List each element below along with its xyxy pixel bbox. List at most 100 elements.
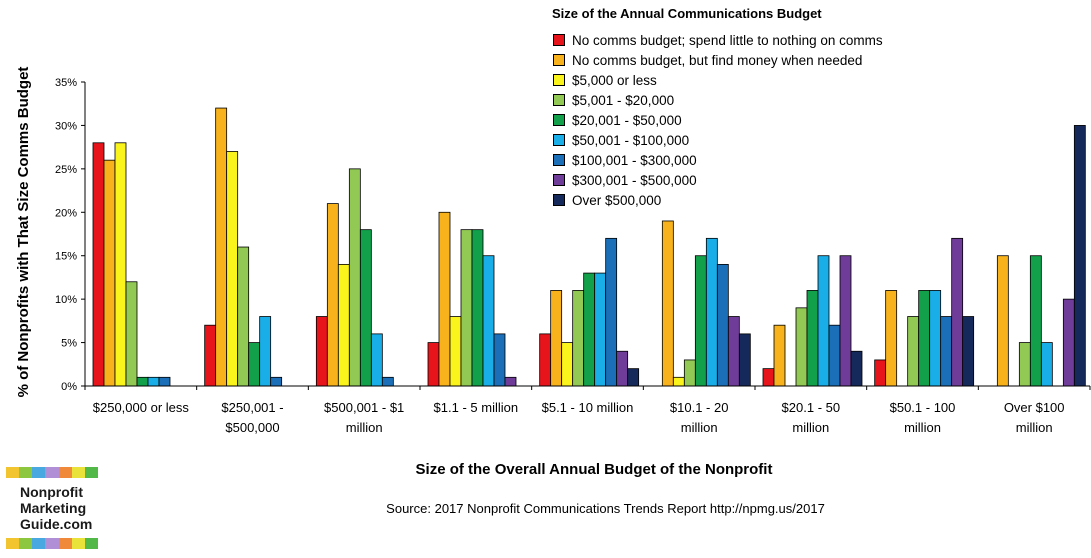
bar	[683, 359, 696, 387]
legend-swatch	[553, 94, 565, 106]
y-tick-label: 35%	[55, 77, 77, 89]
x-tick-label-line: $5.1 - 10 million	[542, 400, 634, 415]
logo-color-block	[6, 538, 20, 549]
x-tick-label: $10.1 - 20 million	[670, 400, 729, 435]
bar	[839, 255, 852, 387]
bar	[885, 290, 898, 387]
x-tick-label-line: $250,001 -	[221, 400, 283, 415]
bar	[147, 376, 160, 387]
bar	[1073, 125, 1086, 387]
bar	[918, 290, 931, 387]
bar	[427, 342, 440, 387]
bar	[1040, 342, 1053, 387]
bar	[727, 316, 740, 387]
bar	[929, 290, 942, 387]
bar	[907, 316, 920, 387]
bar	[125, 281, 138, 387]
logo-color-block	[45, 467, 59, 478]
bar	[561, 342, 574, 387]
y-tick-label: 20%	[55, 207, 77, 219]
bar	[828, 324, 841, 387]
bar	[449, 316, 462, 387]
x-tick-label-line: $10.1 - 20	[670, 400, 729, 415]
x-tick-label: $250,001 - $500,000	[221, 400, 283, 435]
bar	[773, 324, 786, 387]
y-tick-label: 15%	[55, 251, 77, 263]
x-tick-label: $50.1 - 100 million	[890, 400, 956, 435]
legend-swatch	[553, 194, 565, 206]
legend-label: $300,001 - $500,000	[572, 172, 697, 188]
bar	[370, 333, 383, 387]
legend-label: $20,001 - $50,000	[572, 112, 682, 128]
bar	[940, 316, 953, 387]
bar	[504, 376, 517, 387]
x-tick-label-line: million	[792, 420, 829, 435]
logo-color-block	[71, 538, 85, 549]
x-tick-label-line: $1.1 - 5 million	[434, 400, 519, 415]
source-note: Source: 2017 Nonprofit Communications Tr…	[386, 501, 825, 516]
legend-item: No comms budget, but find money when nee…	[553, 50, 883, 70]
bar	[259, 316, 272, 387]
bar	[583, 272, 596, 387]
x-tick-label: $5.1 - 10 million	[542, 400, 634, 415]
bar	[795, 307, 808, 387]
legend-item: $5,001 - $20,000	[553, 90, 883, 110]
x-tick-label-line: $20.1 - 50	[782, 400, 841, 415]
bar	[539, 333, 552, 387]
logo-color-block	[19, 538, 33, 549]
y-tick-label: 30%	[55, 120, 77, 132]
legend-swatch	[553, 134, 565, 146]
bar	[874, 359, 887, 387]
logo-text-line: Guide.com	[20, 516, 93, 532]
bar	[572, 290, 585, 387]
logo-color-block	[84, 467, 98, 478]
bar	[348, 168, 361, 387]
logo-color-block	[58, 467, 72, 478]
x-tick-label-line: $250,000 or less	[93, 400, 190, 415]
bar	[315, 316, 328, 387]
bar	[326, 203, 339, 387]
legend-item: $50,001 - $100,000	[553, 130, 883, 150]
legend-item: Over $500,000	[553, 190, 883, 210]
bar	[381, 376, 394, 387]
bar	[550, 290, 563, 387]
y-tick-label: 5%	[61, 338, 77, 350]
y-tick-label: 10%	[55, 294, 77, 306]
bar	[493, 333, 506, 387]
bar	[705, 237, 718, 387]
logo-color-block	[71, 467, 85, 478]
legend-swatch	[553, 154, 565, 166]
bar	[762, 368, 775, 387]
y-axis-title: % of Nonprofits with That Size Comms Bud…	[15, 67, 32, 398]
logo-color-block	[19, 467, 33, 478]
bar	[1062, 298, 1075, 387]
logo-color-strip	[6, 538, 98, 549]
bar	[92, 142, 105, 387]
bar	[1029, 255, 1042, 387]
logo-color-strip	[6, 467, 98, 478]
legend-swatch	[553, 54, 565, 66]
logo-color-block	[58, 538, 72, 549]
legend-label: $5,000 or less	[572, 72, 657, 88]
x-tick-label: $20.1 - 50 million	[782, 400, 841, 435]
x-tick-label: $1.1 - 5 million	[434, 400, 519, 415]
y-axis-ticks: 0% 5% 10% 15% 20% 25% 30% 35%	[55, 77, 85, 393]
legend-label: $50,001 - $100,000	[572, 132, 690, 148]
bar	[1018, 342, 1031, 387]
logo-text-line: Nonprofit	[20, 484, 83, 500]
bar	[270, 376, 283, 387]
bar	[226, 151, 239, 387]
bar	[996, 255, 1009, 387]
logo-color-block	[32, 467, 46, 478]
legend-swatch	[553, 34, 565, 46]
bar	[248, 342, 261, 387]
bar	[482, 255, 495, 387]
nonprofit-marketing-guide-logo: Nonprofit Marketing Guide.com	[6, 467, 98, 549]
logo-text: Nonprofit Marketing Guide.com	[20, 484, 98, 532]
legend-swatch	[553, 114, 565, 126]
bar	[672, 376, 685, 387]
x-tick-label: $250,000 or less	[93, 400, 190, 415]
legend-item: $100,001 - $300,000	[553, 150, 883, 170]
x-tick-label-line: million	[681, 420, 718, 435]
